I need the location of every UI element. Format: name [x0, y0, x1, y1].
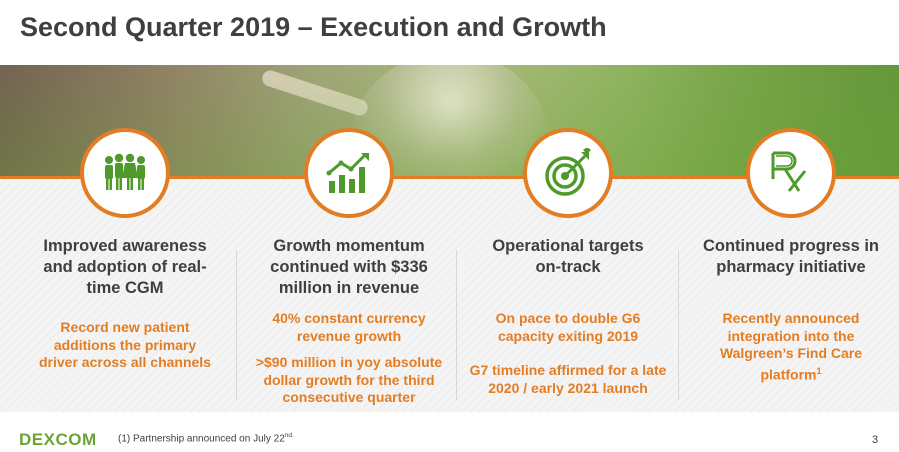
column-heading: Improved awareness and adoption of real-…	[43, 237, 207, 297]
slide-title: Second Quarter 2019 – Execution and Grow…	[20, 12, 607, 42]
content-background	[0, 177, 899, 412]
column-body: 40% constant currency revenue growth	[272, 310, 426, 344]
accent-line	[0, 176, 899, 179]
column-body: On pace to double G6 capacity exiting 20…	[495, 310, 641, 344]
column-awareness: Improved awareness and adoption of real-…	[13, 128, 237, 412]
column-heading: Operational targets on-track	[492, 237, 644, 276]
column-heading: Continued progress in pharmacy initiativ…	[702, 237, 879, 276]
page-number: 3	[872, 434, 879, 446]
column-growth: Growth momentum continued with $336 mill…	[237, 128, 461, 412]
column-divider	[678, 250, 679, 400]
column-divider	[456, 250, 457, 400]
people-group-icon	[80, 128, 170, 218]
column-heading: Growth momentum continued with $336 mill…	[270, 237, 428, 297]
rx-icon	[746, 128, 836, 218]
column-body: Record new patient additions the primary…	[39, 319, 211, 370]
growth-chart-icon	[304, 128, 394, 218]
column-operational: Operational targets on-track On pace to …	[456, 128, 680, 412]
column-body: Recently announced integration into the …	[719, 310, 863, 383]
column-divider	[236, 250, 237, 400]
footnote: (1) Partnership announced on July 22nd.	[118, 432, 294, 445]
column-body-secondary: >$90 million in yoy absolute dollar grow…	[255, 354, 443, 405]
column-pharmacy: Continued progress in pharmacy initiativ…	[679, 128, 899, 412]
column-body-secondary: G7 timeline affirmed for a late 2020 / e…	[469, 362, 667, 396]
target-icon	[523, 128, 613, 218]
dexcom-logo: DEXCOM	[19, 430, 97, 449]
